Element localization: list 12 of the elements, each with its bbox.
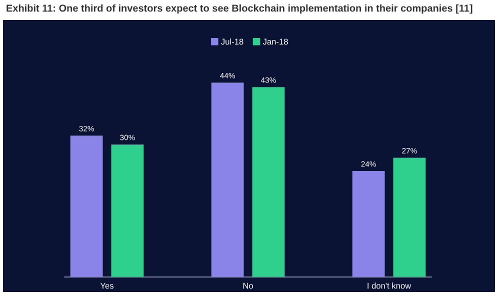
bar [70,136,103,277]
bar [211,82,244,277]
legend-label: Jan-18 [262,38,288,45]
bar [352,171,385,277]
legend-label: Jul-18 [221,38,244,45]
x-tick-label: Yes [100,282,114,289]
bar [111,144,144,277]
x-tick-label: I don't know [368,282,412,289]
chart-title: Exhibit 11: One third of investors expect to see Blockchain implementation in their companies [11] [6,4,472,14]
x-tick-label: No [243,282,253,289]
bar [252,87,285,277]
bar [393,158,426,277]
